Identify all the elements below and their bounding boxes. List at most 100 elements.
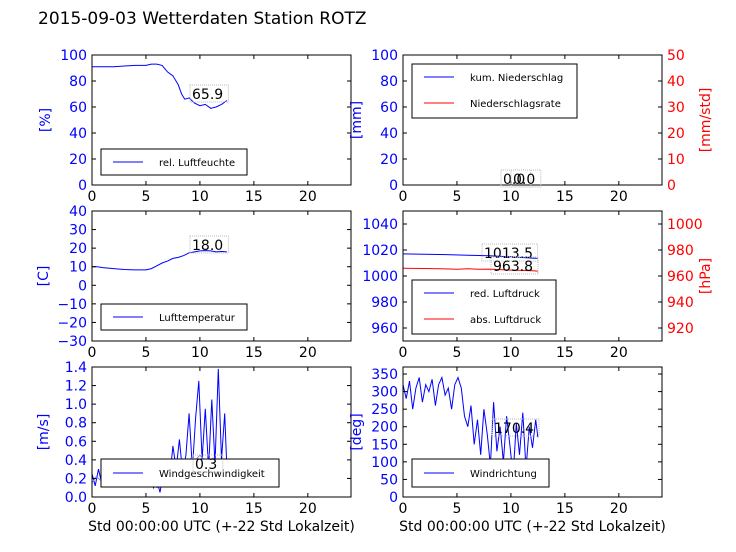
x-tick-label: 20 — [610, 501, 628, 517]
y-tick-label: 20 — [380, 152, 398, 168]
x-tick-label: 5 — [141, 501, 150, 517]
legend-entry-label: Windgeschwindigkeit — [159, 469, 265, 480]
legend-entry-label: Niederschlagsrate — [470, 99, 561, 110]
x-tick-label: 0 — [399, 501, 408, 517]
precipitation-panel: 0 5 10 15 20 0 20 40 60 80 100 0 10 20 30 40 50 [mm] [mm/s… — [349, 48, 714, 205]
y2-tick-label: 30 — [667, 100, 685, 116]
x-tick-label: 20 — [299, 501, 317, 517]
value-annotation-box — [481, 243, 539, 262]
y-tick-label: 40 — [69, 204, 87, 220]
y-tick-label: 30 — [69, 223, 87, 239]
y-tick-label: 250 — [371, 402, 398, 418]
y-tick-label: 0 — [389, 490, 398, 506]
x-tick-label: 10 — [191, 189, 209, 205]
plot-frame — [91, 366, 352, 498]
y-tick-label: −20 — [57, 315, 87, 331]
y-tick-label: 150 — [371, 437, 398, 453]
plot-frame — [402, 366, 663, 498]
x-tick-label: 0 — [88, 345, 97, 361]
y-tick-label: 1020 — [362, 243, 398, 259]
y-axis-label: [%] — [38, 108, 54, 132]
legend-entry-label: abs. Luftdruck — [470, 315, 541, 326]
y2-tick-label: 40 — [667, 74, 685, 90]
plot-frame — [402, 54, 663, 186]
y-tick-label: 1000 — [362, 269, 398, 285]
y2-tick-label: 20 — [667, 126, 685, 142]
y2-axis-label: [hPa] — [698, 258, 714, 294]
y-tick-label: 980 — [371, 295, 398, 311]
legend-entry-label: rel. Luftfeuchte — [159, 158, 235, 169]
series-line-1 — [92, 63, 228, 109]
y-tick-label: 60 — [69, 100, 87, 116]
y-tick-label: −10 — [57, 297, 87, 313]
y-tick-label: 1.2 — [65, 379, 87, 395]
y-tick-label: 200 — [371, 420, 398, 436]
y2-tick-label: 960 — [667, 269, 694, 285]
value-annotation: 18.0 — [192, 238, 223, 254]
y2-tick-label: 920 — [667, 321, 694, 337]
series-line-1 — [403, 375, 539, 476]
y-tick-label: 0.0 — [65, 490, 87, 506]
y-tick-label: 1040 — [362, 217, 398, 233]
x-tick-label: 15 — [245, 189, 263, 205]
series-line-2 — [403, 267, 538, 272]
y2-tick-label: 1000 — [667, 217, 703, 233]
x-axis-label: Std 00:00:00 UTC (+-22 Std Lokalzeit) — [88, 519, 355, 535]
x-tick-label: 0 — [88, 501, 97, 517]
value-annotation: 0.0 — [503, 172, 525, 188]
y2-tick-label: 50 — [667, 48, 685, 64]
y-tick-label: −30 — [57, 334, 87, 350]
y-tick-label: 0.6 — [65, 434, 87, 450]
y-tick-label: 100 — [371, 455, 398, 471]
value-annotation-box — [192, 454, 224, 473]
y-tick-label: 50 — [380, 472, 398, 488]
x-tick-label: 5 — [141, 189, 150, 205]
value-annotation-box — [189, 235, 229, 254]
value-annotation: 0.0 — [513, 172, 535, 188]
plot-frame — [91, 54, 352, 186]
y-axis-label: [m/s] — [36, 414, 52, 451]
y2-tick-label: 0 — [667, 178, 676, 194]
y-tick-label: 80 — [69, 74, 87, 90]
y-axis-label: [C] — [36, 266, 52, 287]
value-annotation: 1013.5 — [484, 246, 533, 262]
y2-tick-label: 980 — [667, 243, 694, 259]
y-tick-label: 300 — [371, 385, 398, 401]
y2-axis-label: [mm/std] — [698, 88, 714, 153]
x-tick-label: 0 — [88, 189, 97, 205]
x-tick-label: 20 — [299, 345, 317, 361]
x-tick-label: 10 — [191, 345, 209, 361]
x-tick-label: 10 — [502, 189, 520, 205]
plot-frame — [91, 210, 352, 342]
y-tick-label: 20 — [69, 241, 87, 257]
x-tick-label: 20 — [299, 189, 317, 205]
legend-entry-label: Lufttemperatur — [159, 313, 236, 324]
y-tick-label: 60 — [380, 100, 398, 116]
legend-entry-label: kum. Niederschlag — [470, 73, 563, 84]
x-tick-label: 5 — [141, 345, 150, 361]
y2-tick-label: 10 — [667, 152, 685, 168]
y-tick-label: 40 — [380, 126, 398, 142]
y-tick-label: 1.4 — [65, 360, 87, 376]
value-annotation: 65.9 — [192, 87, 223, 103]
y-tick-label: 10 — [69, 260, 87, 276]
y-tick-label: 0.4 — [65, 453, 87, 469]
x-tick-label: 15 — [556, 345, 574, 361]
y-tick-label: 0 — [389, 178, 398, 194]
pressure-panel: 0 5 10 15 20 960 980 1000 1020 1040 920 940 960 980 10… — [362, 210, 714, 361]
x-tick-label: 20 — [610, 345, 628, 361]
value-annotation-box — [510, 169, 542, 188]
x-tick-label: 15 — [245, 345, 263, 361]
legend-box — [411, 63, 578, 119]
y-tick-label: 0.8 — [65, 416, 87, 432]
y-tick-label: 0 — [78, 278, 87, 294]
value-annotation: 170.4 — [494, 421, 534, 437]
x-tick-label: 0 — [399, 189, 408, 205]
x-tick-label: 15 — [245, 501, 263, 517]
value-annotation: 0.3 — [195, 457, 217, 473]
y-tick-label: 80 — [380, 74, 398, 90]
y-tick-label: 0.2 — [65, 471, 87, 487]
y-tick-label: 1.0 — [65, 397, 87, 413]
